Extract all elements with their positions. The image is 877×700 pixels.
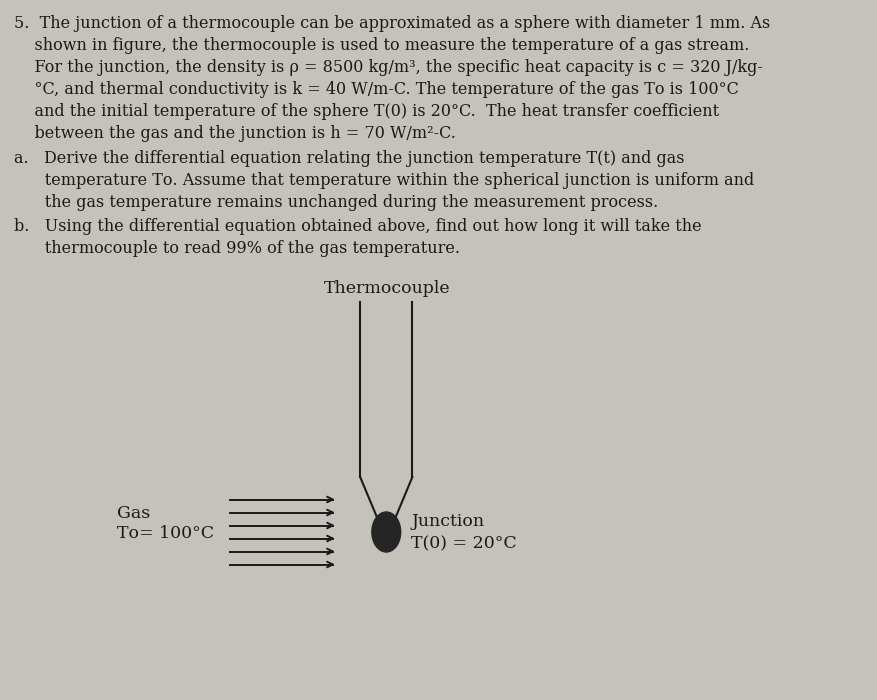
Text: °C, and thermal conductivity is k = 40 W/m-C. The temperature of the gas Tᴏ is 1: °C, and thermal conductivity is k = 40 W… xyxy=(13,81,738,98)
Text: Gas: Gas xyxy=(117,505,150,522)
Text: b.   Using the differential equation obtained above, find out how long it will t: b. Using the differential equation obtai… xyxy=(13,218,701,235)
Text: and the initial temperature of the sphere T(0) is 20°C.  The heat transfer coeff: and the initial temperature of the spher… xyxy=(13,103,717,120)
Text: temperature Tᴏ. Assume that temperature within the spherical junction is uniform: temperature Tᴏ. Assume that temperature … xyxy=(13,172,752,189)
Text: T(0) = 20°C: T(0) = 20°C xyxy=(411,536,517,552)
Text: a.   Derive the differential equation relating the junction temperature T(t) and: a. Derive the differential equation rela… xyxy=(13,150,683,167)
Text: shown in figure, the thermocouple is used to measure the temperature of a gas st: shown in figure, the thermocouple is use… xyxy=(13,37,748,54)
Text: between the gas and the junction is h = 70 W/m²-C.: between the gas and the junction is h = … xyxy=(13,125,455,142)
Ellipse shape xyxy=(372,512,400,552)
Text: 5.  The junction of a thermocouple can be approximated as a sphere with diameter: 5. The junction of a thermocouple can be… xyxy=(13,15,769,32)
Text: For the junction, the density is ρ = 8500 kg/m³, the specific heat capacity is c: For the junction, the density is ρ = 850… xyxy=(13,59,761,76)
Text: Junction: Junction xyxy=(411,514,484,531)
Text: the gas temperature remains unchanged during the measurement process.: the gas temperature remains unchanged du… xyxy=(13,194,657,211)
Text: thermocouple to read 99% of the gas temperature.: thermocouple to read 99% of the gas temp… xyxy=(13,240,459,257)
Text: Thermocouple: Thermocouple xyxy=(324,280,450,297)
Text: Tᴏ= 100°C: Tᴏ= 100°C xyxy=(117,526,214,543)
